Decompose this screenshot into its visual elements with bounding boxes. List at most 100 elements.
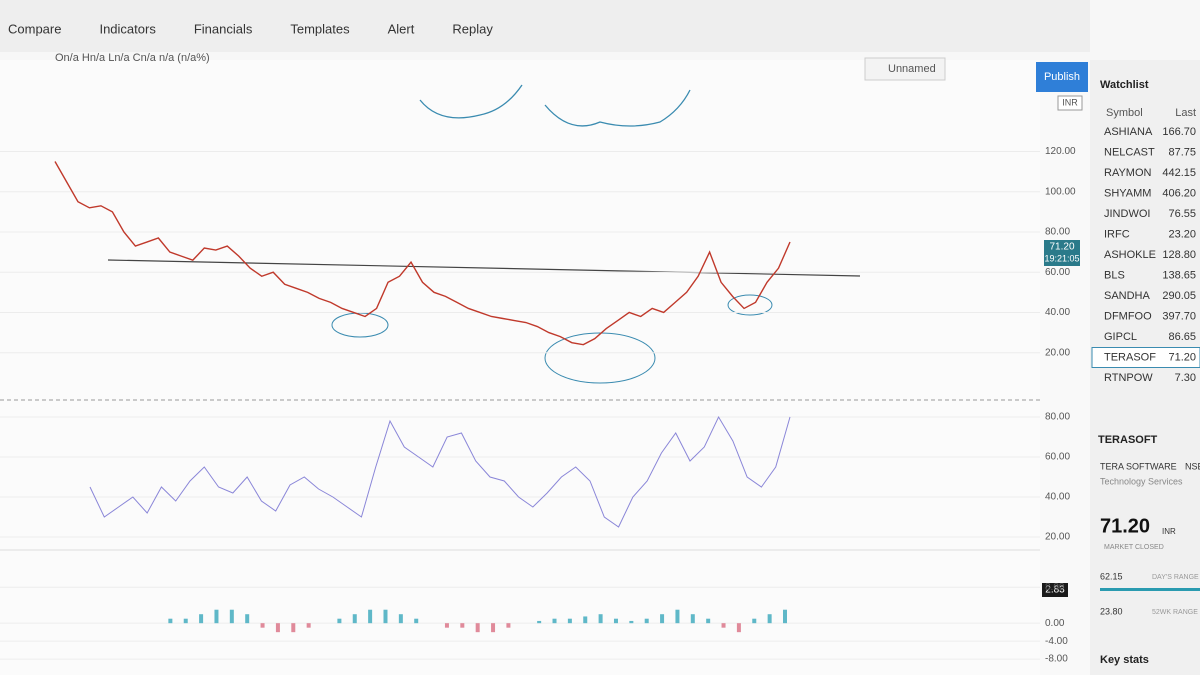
watch-symbol[interactable]: DFMFOO xyxy=(1104,310,1152,322)
watch-last[interactable]: 138.65 xyxy=(1162,269,1196,281)
watch-last[interactable]: 7.30 xyxy=(1175,372,1196,384)
macd-bar xyxy=(199,614,204,624)
watch-header: Symbol xyxy=(1106,107,1143,119)
watch-symbol[interactable]: GIPCL xyxy=(1104,331,1137,343)
watch-symbol[interactable]: RAYMON xyxy=(1104,167,1152,179)
macd-bar xyxy=(598,614,603,624)
detail-symbol: TERASOFT xyxy=(1098,434,1158,446)
macd-bar xyxy=(706,618,711,624)
watch-symbol[interactable]: NELCAST xyxy=(1104,146,1155,158)
macd-bar xyxy=(460,623,465,628)
layout-button[interactable] xyxy=(864,57,946,81)
macd-bar xyxy=(613,618,618,624)
toolbar-item[interactable]: Compare xyxy=(8,21,61,36)
price-line xyxy=(54,161,791,346)
rsi-line xyxy=(89,415,791,528)
macd-bar xyxy=(337,618,342,624)
macd-bar xyxy=(260,623,265,628)
detail-currency: INR xyxy=(1162,527,1176,536)
publish-label[interactable]: Publish xyxy=(1044,71,1080,83)
y-tick-label: 60.00 xyxy=(1045,267,1070,278)
macd-bar xyxy=(475,623,480,633)
last-price: 71.20 xyxy=(1049,242,1074,253)
y-tick-label: 20.00 xyxy=(1045,347,1070,358)
watch-last[interactable]: 290.05 xyxy=(1162,290,1196,302)
watch-header: Last xyxy=(1175,107,1196,119)
toolbar-item[interactable]: Alert xyxy=(388,21,415,36)
y-tick-label: 120.00 xyxy=(1045,146,1076,157)
sketch xyxy=(419,84,523,119)
watch-symbol[interactable]: IRFC xyxy=(1104,228,1130,240)
y-tick-label: 100.00 xyxy=(1045,186,1076,197)
layout-name[interactable]: Unnamed xyxy=(888,63,936,75)
y-tick-label: 40.00 xyxy=(1045,492,1070,503)
watch-symbol[interactable]: RTNPOW xyxy=(1104,372,1153,384)
watch-last[interactable]: 166.70 xyxy=(1162,126,1196,138)
macd-bar xyxy=(690,614,695,624)
watch-symbol[interactable]: ASHOKLE xyxy=(1104,249,1156,261)
y-tick-label: 8.00 xyxy=(1045,582,1065,593)
detail-price: 71.20 xyxy=(1100,515,1150,537)
macd-bar xyxy=(537,620,542,624)
toolbar-item[interactable]: Indicators xyxy=(99,21,156,36)
macd-bar xyxy=(675,609,680,624)
macd-bar xyxy=(660,614,665,624)
detail-sector: Technology Services xyxy=(1100,476,1183,486)
macd-bar xyxy=(783,609,787,624)
macd-bar xyxy=(383,609,388,624)
macd-bar xyxy=(352,614,357,624)
watch-last[interactable]: 442.15 xyxy=(1162,167,1196,179)
macd-bar xyxy=(168,618,173,624)
watch-last[interactable]: 128.80 xyxy=(1162,249,1196,261)
macd-bar xyxy=(398,614,403,624)
range-bar xyxy=(1100,588,1200,591)
countdown: 19:21:05 xyxy=(1044,253,1079,263)
watch-last[interactable]: 397.70 xyxy=(1162,310,1196,322)
macd-bar xyxy=(214,609,219,624)
watchlist-title: Watchlist xyxy=(1100,79,1149,91)
watch-symbol[interactable]: JINDWOI xyxy=(1104,208,1150,220)
y-tick-label: 80.00 xyxy=(1045,227,1070,238)
watch-symbol[interactable]: ASHIANA xyxy=(1104,126,1153,138)
macd-bar xyxy=(368,609,373,624)
ohlc-legend: On/a Hn/a Ln/a Cn/a n/a (n/a%) xyxy=(55,52,210,64)
sketch-circle xyxy=(544,332,656,384)
watch-last[interactable]: 87.75 xyxy=(1168,146,1196,158)
symbol-details: TERASOFT TERA SOFTWARE NSE Technology Se… xyxy=(1098,434,1200,666)
last-price-tag xyxy=(1044,240,1080,266)
toolbar-item[interactable]: Templates xyxy=(290,21,350,36)
macd-bar xyxy=(767,614,772,624)
macd-bar xyxy=(275,623,280,633)
macd-bar xyxy=(583,616,588,624)
watch-symbol[interactable]: BLS xyxy=(1104,269,1125,281)
watch-last[interactable]: 76.55 xyxy=(1168,208,1196,220)
watch-symbol[interactable]: TERASOF xyxy=(1104,351,1156,363)
sketch-circle xyxy=(727,294,773,316)
currency-box xyxy=(1057,95,1083,111)
macd-last: 2.83 xyxy=(1045,585,1065,596)
toolbar-item[interactable]: Replay xyxy=(452,21,493,36)
macd-tag xyxy=(1042,583,1068,597)
macd-bar xyxy=(567,618,572,624)
macd-bar xyxy=(291,623,296,633)
watch-symbol[interactable]: SHYAMM xyxy=(1104,187,1151,199)
selected-row[interactable] xyxy=(1091,347,1200,368)
detail-day-range: DAY'S RANGE xyxy=(1152,574,1199,581)
watch-last[interactable]: 406.20 xyxy=(1162,187,1196,199)
watch-last[interactable]: 71.20 xyxy=(1168,351,1196,363)
sketch-circle xyxy=(331,312,389,338)
chart-area xyxy=(0,60,1090,675)
macd-bar xyxy=(721,623,726,628)
macd-bar xyxy=(736,623,741,633)
y-tick-label: -8.00 xyxy=(1045,654,1068,665)
detail-status: MARKET CLOSED xyxy=(1104,544,1164,551)
watch-last[interactable]: 23.20 xyxy=(1168,228,1196,240)
macd-bar xyxy=(444,623,449,628)
watch-last[interactable]: 86.65 xyxy=(1168,331,1196,343)
key-stats: Key stats xyxy=(1100,654,1149,666)
publish-button[interactable] xyxy=(1036,62,1088,92)
watch-symbol[interactable]: SANDHA xyxy=(1104,290,1151,302)
toolbar-item[interactable]: Financials xyxy=(194,21,253,36)
